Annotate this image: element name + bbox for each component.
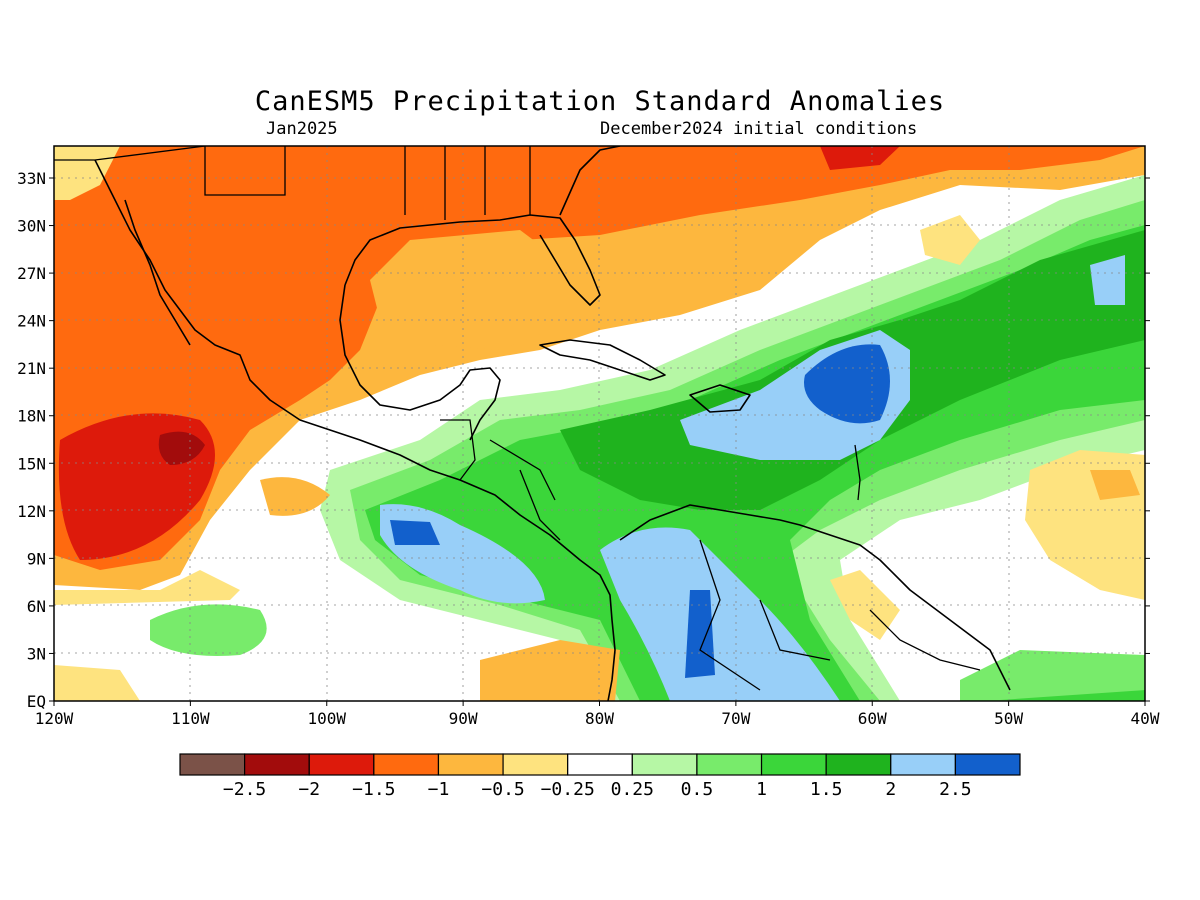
colorbar-swatch [179,753,246,776]
lon-tick-label: 70W [721,709,750,728]
lat-tick-label: 33N [17,169,46,188]
colorbar-swatch [696,753,763,776]
lat-tick-label: 18N [17,407,46,426]
colorbar-swatch [502,753,569,776]
coastlines [54,146,1011,701]
colorbar: −2.5 −2 −1.5 −1 −0.5 −0.25 0.25 0.5 1 1.5 2 2.5 [179,753,1021,800]
colorbar-label: 1.5 [810,779,843,800]
lon-tick-label: 40W [1131,709,1160,728]
lat-tick-label: 15N [17,454,46,473]
lat-tick-label: EQ [27,692,46,711]
colorbar-label: 0.25 [611,779,654,800]
lat-tick-label: 21N [17,359,46,378]
colorbar-swatch [373,753,440,776]
colorbar-label: −0.25 [541,779,595,800]
colorbar-label: −0.5 [481,779,524,800]
lon-tick-label: 60W [858,709,887,728]
colorbar-swatch [825,753,892,776]
longitude-axis: 120W 110W 100W 90W 80W 70W 60W 50W 40W [35,701,1160,728]
colorbar-swatch [760,753,827,776]
latitude-axis: 33N 30N 27N 24N 21N 18N 15N 12N 9N 6N 3N EQ [17,169,1150,711]
lat-tick-label: 9N [27,549,46,568]
lat-tick-label: 12N [17,502,46,521]
lat-tick-label: 6N [27,597,46,616]
colorbar-swatch [308,753,375,776]
lat-tick-label: 3N [27,644,46,663]
colorbar-swatch [567,753,633,776]
initial-conditions: December2024 initial conditions [600,119,918,139]
colorbar-label: −1.5 [352,779,395,800]
lon-tick-label: 110W [171,709,210,728]
anomaly-field [54,146,1145,701]
lat-lon-grid [54,146,1145,701]
lon-tick-label: 80W [585,709,614,728]
colorbar-swatch [244,753,310,776]
colorbar-label: 1 [756,779,767,800]
map-title: CanESM5 Precipitation Standard Anomalies [254,86,946,117]
colorbar-swatch [631,753,698,776]
colorbar-label: −2.5 [223,779,266,800]
lon-tick-label: 50W [994,709,1023,728]
colorbar-label: −2 [298,779,320,800]
colorbar-swatch [954,753,1021,776]
lat-tick-label: 30N [17,217,46,236]
colorbar-swatch [437,753,504,776]
colorbar-swatch [890,753,956,776]
colorbar-label: −1 [428,779,450,800]
lon-tick-label: 90W [449,709,478,728]
colorbar-label: 2 [885,779,896,800]
colorbar-label: 0.5 [681,779,714,800]
lat-tick-label: 24N [17,312,46,331]
forecast-month: Jan2025 [266,119,338,139]
lon-tick-label: 120W [35,709,74,728]
colorbar-label: 2.5 [939,779,972,800]
lat-tick-label: 27N [17,264,46,283]
lon-tick-label: 100W [307,709,346,728]
